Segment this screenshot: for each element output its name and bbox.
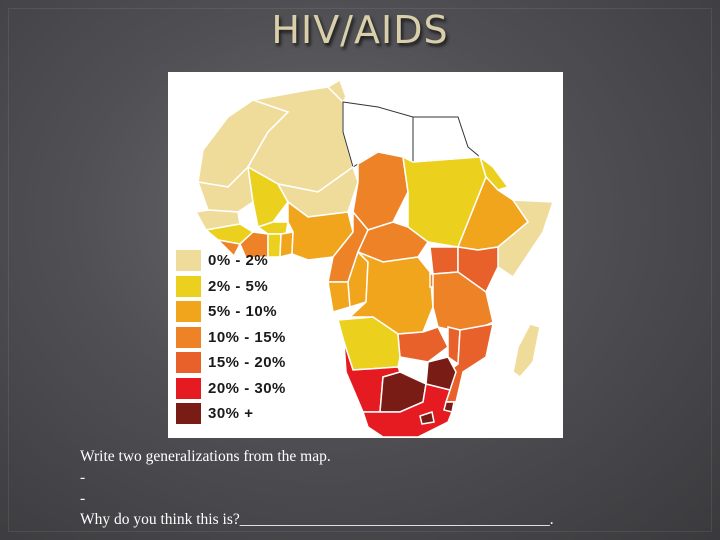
prompt-text: Write two generalizations from the map. … xyxy=(80,446,700,530)
region-egypt xyxy=(412,116,482,163)
prompt-line: Write two generalizations from the map. xyxy=(80,448,331,465)
region-uganda xyxy=(429,246,459,275)
prompt-question: Why do you think this is?_______________… xyxy=(80,511,554,528)
legend-swatch xyxy=(176,403,201,425)
legend-swatch xyxy=(176,250,201,272)
legend-item: 30% + xyxy=(176,401,326,427)
legend-swatch xyxy=(176,352,201,374)
region-lesotho xyxy=(419,411,435,425)
region-tunisia xyxy=(326,78,347,104)
legend-swatch xyxy=(176,301,201,323)
legend-item: 15% - 20% xyxy=(176,350,326,376)
region-zimbabwe xyxy=(425,356,457,391)
legend-label: 10% - 15% xyxy=(208,328,286,346)
legend-swatch xyxy=(176,326,201,348)
legend-label: 2% - 5% xyxy=(208,277,269,295)
legend-item: 5% - 10% xyxy=(176,299,326,325)
region-liberia xyxy=(215,238,242,258)
legend-swatch xyxy=(176,275,201,297)
legend-label: 0% - 2% xyxy=(208,252,269,270)
region-senegal xyxy=(194,209,241,231)
legend-label: 30% + xyxy=(208,405,254,423)
legend-label: 20% - 30% xyxy=(208,379,286,397)
legend-item: 0% - 2% xyxy=(176,248,326,274)
region-swaziland xyxy=(443,401,455,413)
prompt-bullet: - xyxy=(80,469,86,486)
africa-map: 0% - 2% 2% - 5% 5% - 10% 10% - 15% 15% -… xyxy=(168,72,563,438)
region-madagascar xyxy=(512,323,541,379)
africa-map-graphic xyxy=(194,78,555,438)
region-burkina xyxy=(256,221,289,235)
slide-title: HIV/AIDS xyxy=(271,8,449,52)
slide-frame xyxy=(8,8,712,532)
legend-label: 5% - 10% xyxy=(208,303,278,321)
legend-item: 20% - 30% xyxy=(176,376,326,402)
region-eritrea xyxy=(478,154,510,191)
prompt-bullet: - xyxy=(80,490,86,507)
legend-item: 2% - 5% xyxy=(176,274,326,300)
legend-label: 15% - 20% xyxy=(208,354,286,372)
legend-swatch xyxy=(176,377,201,399)
legend-item: 10% - 15% xyxy=(176,325,326,351)
region-chad xyxy=(352,151,409,231)
region-somalia xyxy=(497,199,555,279)
region-gabon xyxy=(327,281,351,313)
map-legend: 0% - 2% 2% - 5% 5% - 10% 10% - 15% 15% -… xyxy=(176,248,326,427)
region-nigeria xyxy=(287,200,354,261)
